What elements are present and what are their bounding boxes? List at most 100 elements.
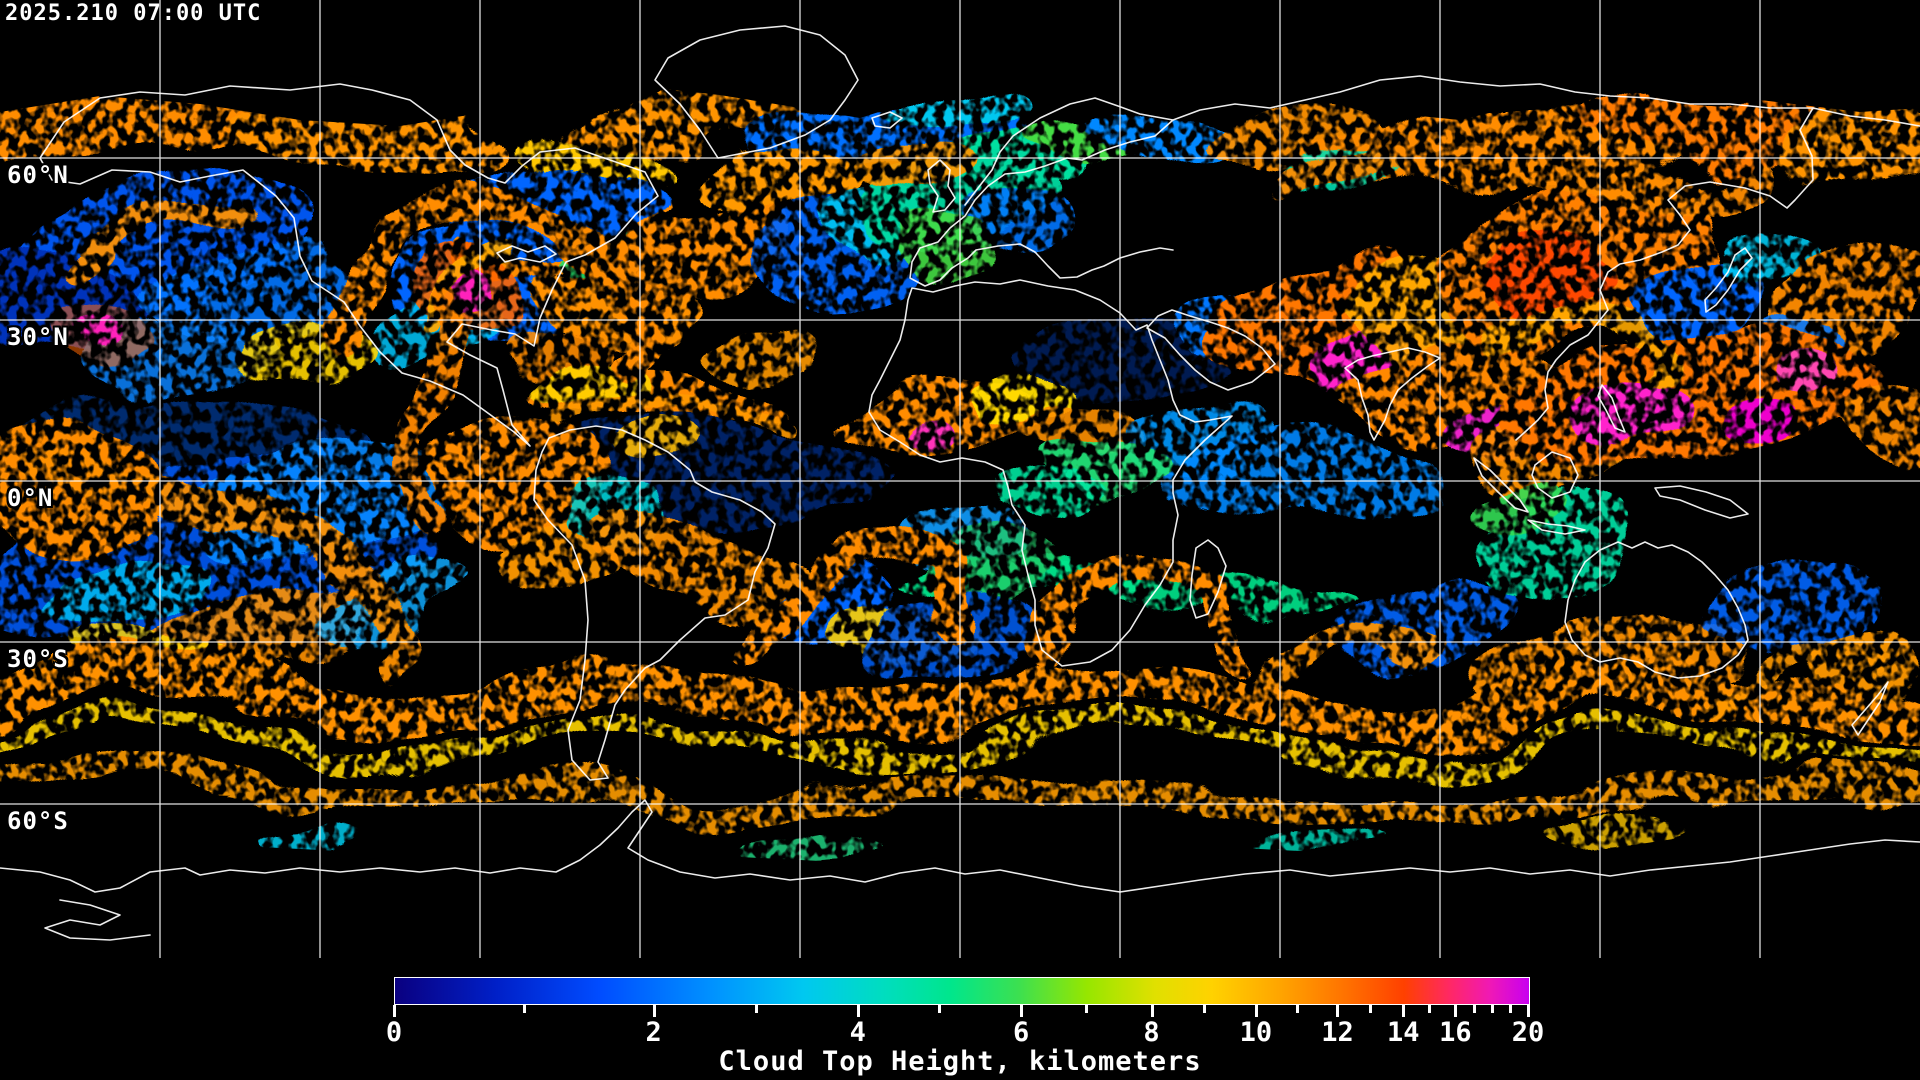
cloud-blob xyxy=(1840,390,1920,470)
cloud-front-band xyxy=(1025,552,1261,675)
colorbar-tick-label: 4 xyxy=(849,1017,866,1048)
cloud-blob xyxy=(911,404,959,436)
colorbar-minor-tick xyxy=(1369,1005,1373,1013)
colorbar-major-tick xyxy=(1402,1005,1406,1017)
coastline-antarctica xyxy=(0,799,1920,893)
colorbar-minor-tick xyxy=(938,1005,942,1013)
colorbar-major-tick xyxy=(1150,1005,1154,1017)
cloud-front-band xyxy=(0,767,1920,814)
cloud-blob xyxy=(1496,234,1604,316)
latitude-label: 60°S xyxy=(7,807,69,835)
coastline-europe xyxy=(909,97,1174,287)
cloud-blob xyxy=(1460,474,1570,526)
coastline-india xyxy=(1344,347,1441,441)
coastline-iceland xyxy=(871,111,903,129)
cloud-blob xyxy=(583,513,817,607)
cloud-blob xyxy=(840,156,970,208)
cloud-front-band xyxy=(27,449,406,673)
colorbar-minor-tick xyxy=(1428,1005,1432,1013)
coastline-asia-north xyxy=(1172,75,1920,127)
coastline-java xyxy=(1527,519,1586,535)
colorbar-minor-tick xyxy=(1202,1005,1206,1013)
cloud-blob xyxy=(1540,803,1700,837)
cloud-front-band xyxy=(730,532,971,660)
cloud-front-band xyxy=(551,393,799,424)
colorbar-major-tick xyxy=(1254,1005,1258,1017)
colorbar-minor-tick xyxy=(523,1005,527,1013)
colorbar-title: Cloud Top Height, kilometers xyxy=(718,1046,1202,1077)
latitude-label: 30°S xyxy=(7,645,69,673)
cloud-blob xyxy=(990,478,1100,522)
cloud-blob xyxy=(0,92,290,164)
coastline-new-zealand xyxy=(1851,681,1889,736)
cloud-blob xyxy=(960,206,1070,258)
colorbar-tick-label: 14 xyxy=(1386,1017,1420,1048)
coastline-philippines xyxy=(1597,384,1626,433)
cloud-front-band xyxy=(73,200,257,284)
colorbar-tick-label: 12 xyxy=(1321,1017,1354,1048)
latitude-label: 30°N xyxy=(7,323,69,351)
colorbar-major-tick xyxy=(652,1005,656,1017)
cloud-blob xyxy=(610,426,690,474)
latitude-label: 0°N xyxy=(7,484,54,512)
cloud-front-band xyxy=(1490,310,1662,400)
cloud-blob xyxy=(142,578,378,672)
cloud-front-band xyxy=(318,180,661,387)
coastlines xyxy=(0,25,1920,941)
colorbar-tick-label: 2 xyxy=(645,1017,662,1048)
colorbar-minor-tick xyxy=(1490,1005,1494,1013)
colorbar-tick-label: 8 xyxy=(1143,1017,1160,1048)
latitude-label: 60°N xyxy=(7,161,69,189)
colorbar-major-tick xyxy=(393,1005,396,1017)
colorbar-tick-label: 10 xyxy=(1239,1017,1273,1048)
cloud-blob xyxy=(0,425,170,535)
cloud-front-band xyxy=(0,709,1920,769)
coastline-borneo xyxy=(1531,451,1579,499)
cloud-front-band xyxy=(1709,644,1891,711)
colorbar-major-tick xyxy=(1020,1005,1024,1017)
coastline-arabia xyxy=(1146,309,1276,391)
coastline-madagascar xyxy=(1189,539,1227,619)
cloud-front-band xyxy=(395,280,460,535)
coastline-antarctic-ice-edge xyxy=(44,899,151,941)
cloud-blob xyxy=(1160,443,1440,517)
coastline-australia xyxy=(1564,541,1749,679)
cloud-blob xyxy=(740,824,880,852)
cloud-blob xyxy=(705,321,815,369)
cloud-blob xyxy=(250,814,370,846)
cloud-blob xyxy=(32,546,208,634)
coastline-japan xyxy=(1704,247,1753,313)
coastline-britain xyxy=(927,159,956,213)
cloud-front-band xyxy=(0,653,1920,743)
coastline-south-america xyxy=(533,425,776,781)
coastline-new-guinea xyxy=(1654,485,1749,519)
colorbar-minor-tick xyxy=(1508,1005,1512,1013)
cloud-blob xyxy=(1250,819,1370,847)
cloud-blob xyxy=(1720,406,1804,458)
coastline-sumatra xyxy=(1473,457,1529,513)
colorbar-tick-label: 0 xyxy=(385,1017,403,1048)
colorbar-major-tick xyxy=(1336,1005,1340,1017)
colorbar: 0 2 4 6 8 10 12 14 16 20 xyxy=(386,977,1544,1077)
cloud-blob xyxy=(1776,351,1848,399)
cloud-blob xyxy=(1695,545,1885,655)
colorbar-gradient xyxy=(394,977,1530,1005)
cloud-blob xyxy=(1780,120,1920,180)
coastline-north-america xyxy=(39,83,659,447)
colorbar-tick-label: 6 xyxy=(1012,1017,1030,1048)
colorbar-minor-tick xyxy=(1295,1005,1299,1013)
world-cloud-map xyxy=(0,0,1920,958)
cloud-blob xyxy=(685,151,855,219)
colorbar-minor-tick xyxy=(1084,1005,1088,1013)
timestamp-label: 2025.210 07:00 UTC xyxy=(5,1,262,26)
coastline-asia-east xyxy=(1515,107,1814,441)
colorbar-minor-tick xyxy=(754,1005,758,1013)
colorbar-minor-tick xyxy=(1472,1005,1476,1013)
cloud-blob xyxy=(92,324,144,360)
coastline-africa xyxy=(868,279,1233,667)
colorbar-major-tick xyxy=(1454,1005,1458,1017)
coastline-greenland xyxy=(654,25,859,159)
coastline-great-lakes xyxy=(496,245,557,263)
colorbar-major-tick xyxy=(856,1005,860,1017)
